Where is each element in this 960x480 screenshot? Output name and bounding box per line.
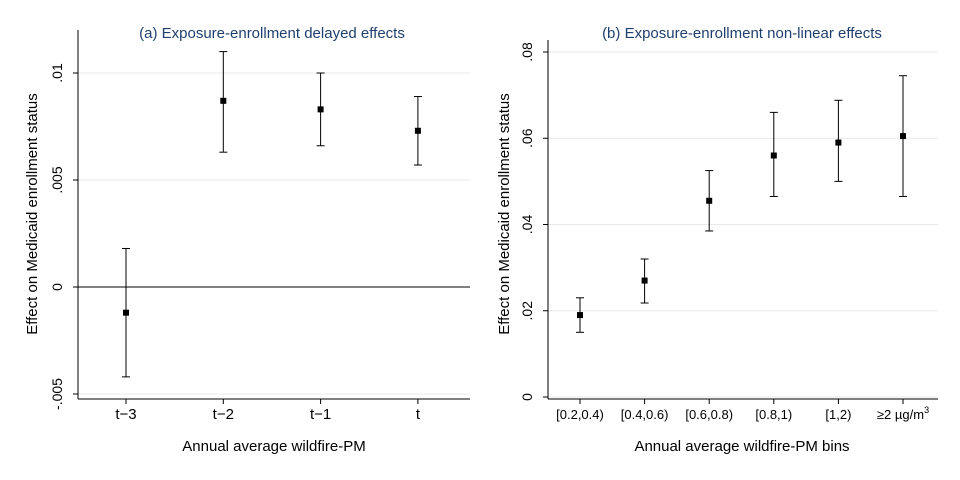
panel-b-marks [576, 75, 907, 333]
point-estimate [900, 133, 906, 140]
point-estimate [770, 152, 777, 159]
panel-b-y-ticks: 0 .02 .04 .06 .08 [519, 42, 548, 401]
panel-a-y-ticks: -.005 0 .005 .01 [49, 63, 78, 410]
estimate-with-ci [834, 99, 843, 182]
x-tick-label: ≥2 µg/m3 [877, 405, 929, 422]
x-tick-label: [1,2) [825, 407, 851, 422]
x-tick-label: [0.2,0.4) [556, 407, 604, 422]
y-tick-label: .06 [519, 128, 535, 148]
panel-a-x-axis-label: Annual average wildfire-PM [182, 438, 365, 455]
panel-a-x-ticks: t−3 t−2 t−1 t [115, 399, 421, 423]
point-estimate [317, 106, 324, 113]
panel-b-x-axis-label: Annual average wildfire-PM bins [634, 438, 849, 455]
estimate-with-ci [413, 96, 422, 166]
panel-b-title: (b) Exposure-enrollment non-linear effec… [602, 25, 882, 42]
point-estimate [835, 139, 842, 146]
point-estimate [220, 97, 227, 104]
x-tick-label: t [416, 406, 421, 423]
estimate-with-ci [705, 170, 714, 232]
estimate-with-ci [576, 297, 584, 333]
panel-b: (b) Exposure-enrollment non-linear effec… [496, 25, 938, 455]
estimate-with-ci [316, 72, 325, 147]
panel-a: (a) Exposure-enrollment delayed effects … [24, 25, 470, 455]
x-tick-label: t−1 [310, 406, 331, 423]
point-estimate [641, 277, 648, 284]
panel-a-y-axis-label: Effect on Medicaid enrollment status [24, 93, 41, 335]
point-estimate [123, 309, 129, 316]
panel-a-title: (a) Exposure-enrollment delayed effects [139, 25, 405, 42]
x-tick-label: t−2 [213, 406, 234, 423]
x-tick-label: [0.6,0.8) [685, 407, 733, 422]
panel-b-gridlines [548, 51, 938, 398]
point-estimate [706, 197, 713, 204]
y-tick-label: .08 [519, 42, 535, 62]
y-tick-label: .02 [519, 301, 535, 321]
y-tick-label: -.005 [49, 378, 65, 410]
panel-b-x-ticks: [0.2,0.4) [0.4,0.6) [0.6,0.8) [0.8,1) [1,2) ≥… [556, 399, 929, 422]
y-tick-label: .01 [49, 63, 65, 83]
panel-b-y-axis-label: Effect on Medicaid enrollment status [496, 93, 513, 335]
estimate-with-ci [219, 51, 228, 153]
x-tick-label: [0.4,0.6) [621, 407, 669, 422]
y-tick-label: .005 [49, 166, 65, 193]
panel-a-gridlines [78, 72, 470, 395]
x-tick-label: [0.8,1) [755, 407, 792, 422]
estimate-with-ci [640, 258, 649, 304]
point-estimate [414, 127, 421, 134]
estimate-with-ci [769, 111, 778, 197]
estimate-with-ci [122, 247, 130, 378]
panel-a-marks [122, 51, 422, 378]
estimate-with-ci [899, 75, 907, 197]
y-tick-label: .04 [519, 215, 535, 235]
point-estimate [577, 312, 583, 319]
y-tick-label: 0 [49, 283, 65, 291]
x-tick-label: t−3 [115, 406, 136, 423]
y-tick-label: 0 [519, 393, 535, 401]
